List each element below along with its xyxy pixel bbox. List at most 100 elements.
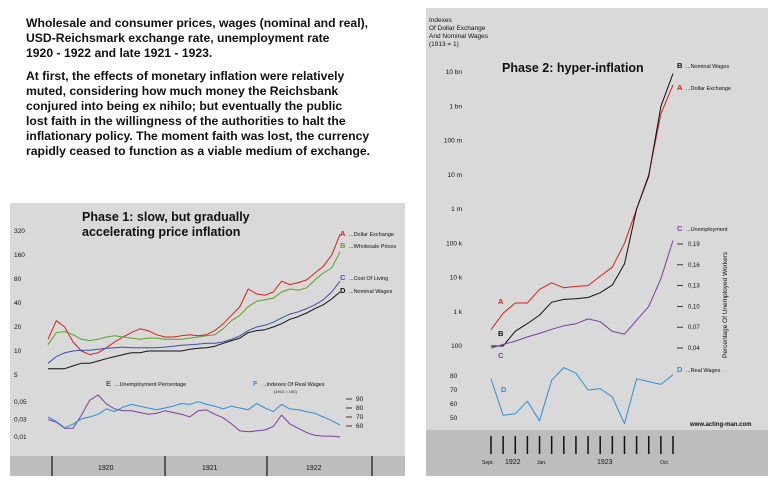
phase1-legend-label: ...Cost Of Living [349,276,388,282]
phase1-ytick-label: 40 [14,300,22,307]
phase1-series-f-line [47,401,341,429]
phase2-right-tick-label: 0,10 [688,304,700,310]
intro-body-line: lost faith in the willingness of the aut… [26,114,346,128]
phase2-right-tick-label: 0,19 [688,242,700,248]
phase2-y-axis-label: (1913 = 1) [429,41,459,48]
intro-body-line: rapidly ceased to function as a viable m… [26,144,371,158]
phase1-series-c-line [47,280,341,364]
phase1-legend-letter: D [340,286,346,295]
phase1-year-label: 1922 [306,465,322,472]
phase1-series-b-line [47,251,341,345]
phase1-bottom-right-tick-label: 60 [356,423,364,430]
phase1-legend-letter: F [253,379,258,388]
phase1-bottom-left-tick-label: 0,05 [14,399,27,406]
phase1-legend-label: ...Unemployment Percentage [115,382,186,388]
phase2-right-tick-label: 0,16 [688,263,700,269]
phase1-legend-label: ...Indexes Of Real Wages [262,382,325,388]
phase2-x-label: 1923 [597,459,613,466]
phase2-ytick-label: 1 bn [449,103,462,110]
phase1-ytick-label: 320 [14,228,25,235]
phase2-legend-label: ...Real Wages [686,368,721,374]
phase1-ytick-label: 10 [14,348,22,355]
phase2-ytick-label: 10 k [450,275,463,282]
phase1-bottom-left-tick-label: 0,01 [14,434,27,441]
phase1-bottom-right-tick-label: 90 [356,396,364,403]
phase1-legend-letter: A [340,229,346,238]
phase2-legend-letter: D [677,365,683,374]
phase2-x-label: 1922 [505,459,521,466]
phase1-chart: Phase 1: slow, but graduallyaccelerating… [10,210,405,476]
phase2-x-label: Oct. [660,460,669,466]
phase2-right-tick-label: 0,04 [688,346,700,352]
phase1-chart-panel: Phase 1: slow, but gradually accelerating… [10,203,405,476]
phase2-bottom-tick-label: 80 [450,373,458,380]
phase2-x-label: Jan. [537,460,546,466]
intro-title-line: Wholesale and consumer prices, wages (no… [26,16,369,30]
phase1-legend-label: ...Nominal Wages [349,289,392,295]
phase2-series-c-line [490,240,674,349]
phase1-series-d-line [48,291,341,370]
phase2-series-letter: D [501,385,507,394]
phase1-ytick-label: 20 [14,324,22,331]
phase1-series-a-line [47,234,341,356]
intro-body: At first, the effects of monetary inflat… [26,69,406,159]
intro-title-line: 1920 - 1922 and late 1921 - 1923. [26,46,213,60]
phase2-series-a-line [490,84,674,330]
footer-site: www.acting-man.com [689,422,751,428]
phase2-ytick-label: 1 m [451,206,462,213]
phase1-year-band [10,456,405,476]
phase2-title: Phase 2: hyper-inflation [502,61,644,75]
phase2-legend-letter: C [677,224,683,233]
phase2-timeline-band [426,430,768,476]
phase2-ytick-label: 100 k [446,240,463,247]
intro-body-line: inflationary policy. The moment faith wa… [26,129,370,143]
phase2-y-axis-label: Of Dollar Exchange [429,25,486,32]
phase2-ytick-label: 100 m [444,138,462,145]
phase2-bottom-tick-label: 50 [450,415,458,422]
phase1-series-e-line [47,394,341,438]
phase1-title: Phase 1: slow, but gradually [82,210,250,224]
phase2-y-axis-label: Indexes [429,17,453,24]
phase2-legend-label: ...Unemployment [686,227,728,233]
phase1-ytick-label: 5 [14,372,18,379]
intro-body-line: At first, the effects of monetary inflat… [26,69,345,83]
phase2-legend-letter: B [677,61,683,70]
phase2-chart-panel: Indexes Of Dollar Exchange And Nominal Wag… [426,8,768,476]
phase2-series-letter: C [498,351,504,360]
intro-body-line: muted, considering how much money the Re… [26,84,339,98]
phase2-series-letter: A [498,297,504,306]
phase2-y-axis-label: And Nominal Wages [429,33,489,40]
intro-title-line: USD-Reichsmark exchange rate, unemployme… [26,31,330,45]
phase1-legend-label: ...Dollar Exchange [349,232,394,238]
phase2-ytick-label: 1 k [453,309,462,316]
phase1-title: accelerating price inflation [82,225,240,239]
phase1-year-label: 1921 [202,465,218,472]
phase1-legend-letter: C [340,273,346,282]
phase2-legend-letter: A [677,83,683,92]
phase1-ytick-label: 160 [14,252,25,259]
intro-text: Wholesale and consumer prices, wages (no… [26,16,406,159]
phase1-legend-letter: B [340,241,346,250]
phase1-bottom-right-tick-label: 70 [356,414,364,421]
phase2-legend-label: ...Nominal Wages [686,64,729,70]
phase1-legend-letter: E [106,379,111,388]
phase2-right-tick-label: 0,07 [688,325,700,331]
phase1-bottom-left-tick-label: 0,03 [14,417,27,424]
phase1-ytick-label: 80 [14,276,22,283]
phase2-bottom-tick-label: 70 [450,387,458,394]
phase2-bottom-tick-label: 60 [450,401,458,408]
phase2-right-axis-label: Percentage Of Unemployed Workers [722,251,729,358]
phase2-ytick-label: 10 bn [446,69,463,76]
phase2-ytick-label: 10 m [448,172,462,179]
phase2-ytick-label: 100 [451,343,462,350]
phase2-series-letter: B [498,329,504,338]
phase2-series-d-line [490,367,674,425]
phase2-right-tick-label: 0,13 [688,284,700,290]
phase2-x-label: Sept. [482,460,494,466]
intro-body-line: conjured into being ex nihilo; but event… [26,99,343,113]
phase1-right-axis-note: (1913 = 100) [274,389,297,394]
phase2-legend-label: ...Dollar Exchange [686,86,731,92]
phase1-bottom-right-tick-label: 80 [356,405,364,412]
phase1-year-label: 1920 [98,465,114,472]
